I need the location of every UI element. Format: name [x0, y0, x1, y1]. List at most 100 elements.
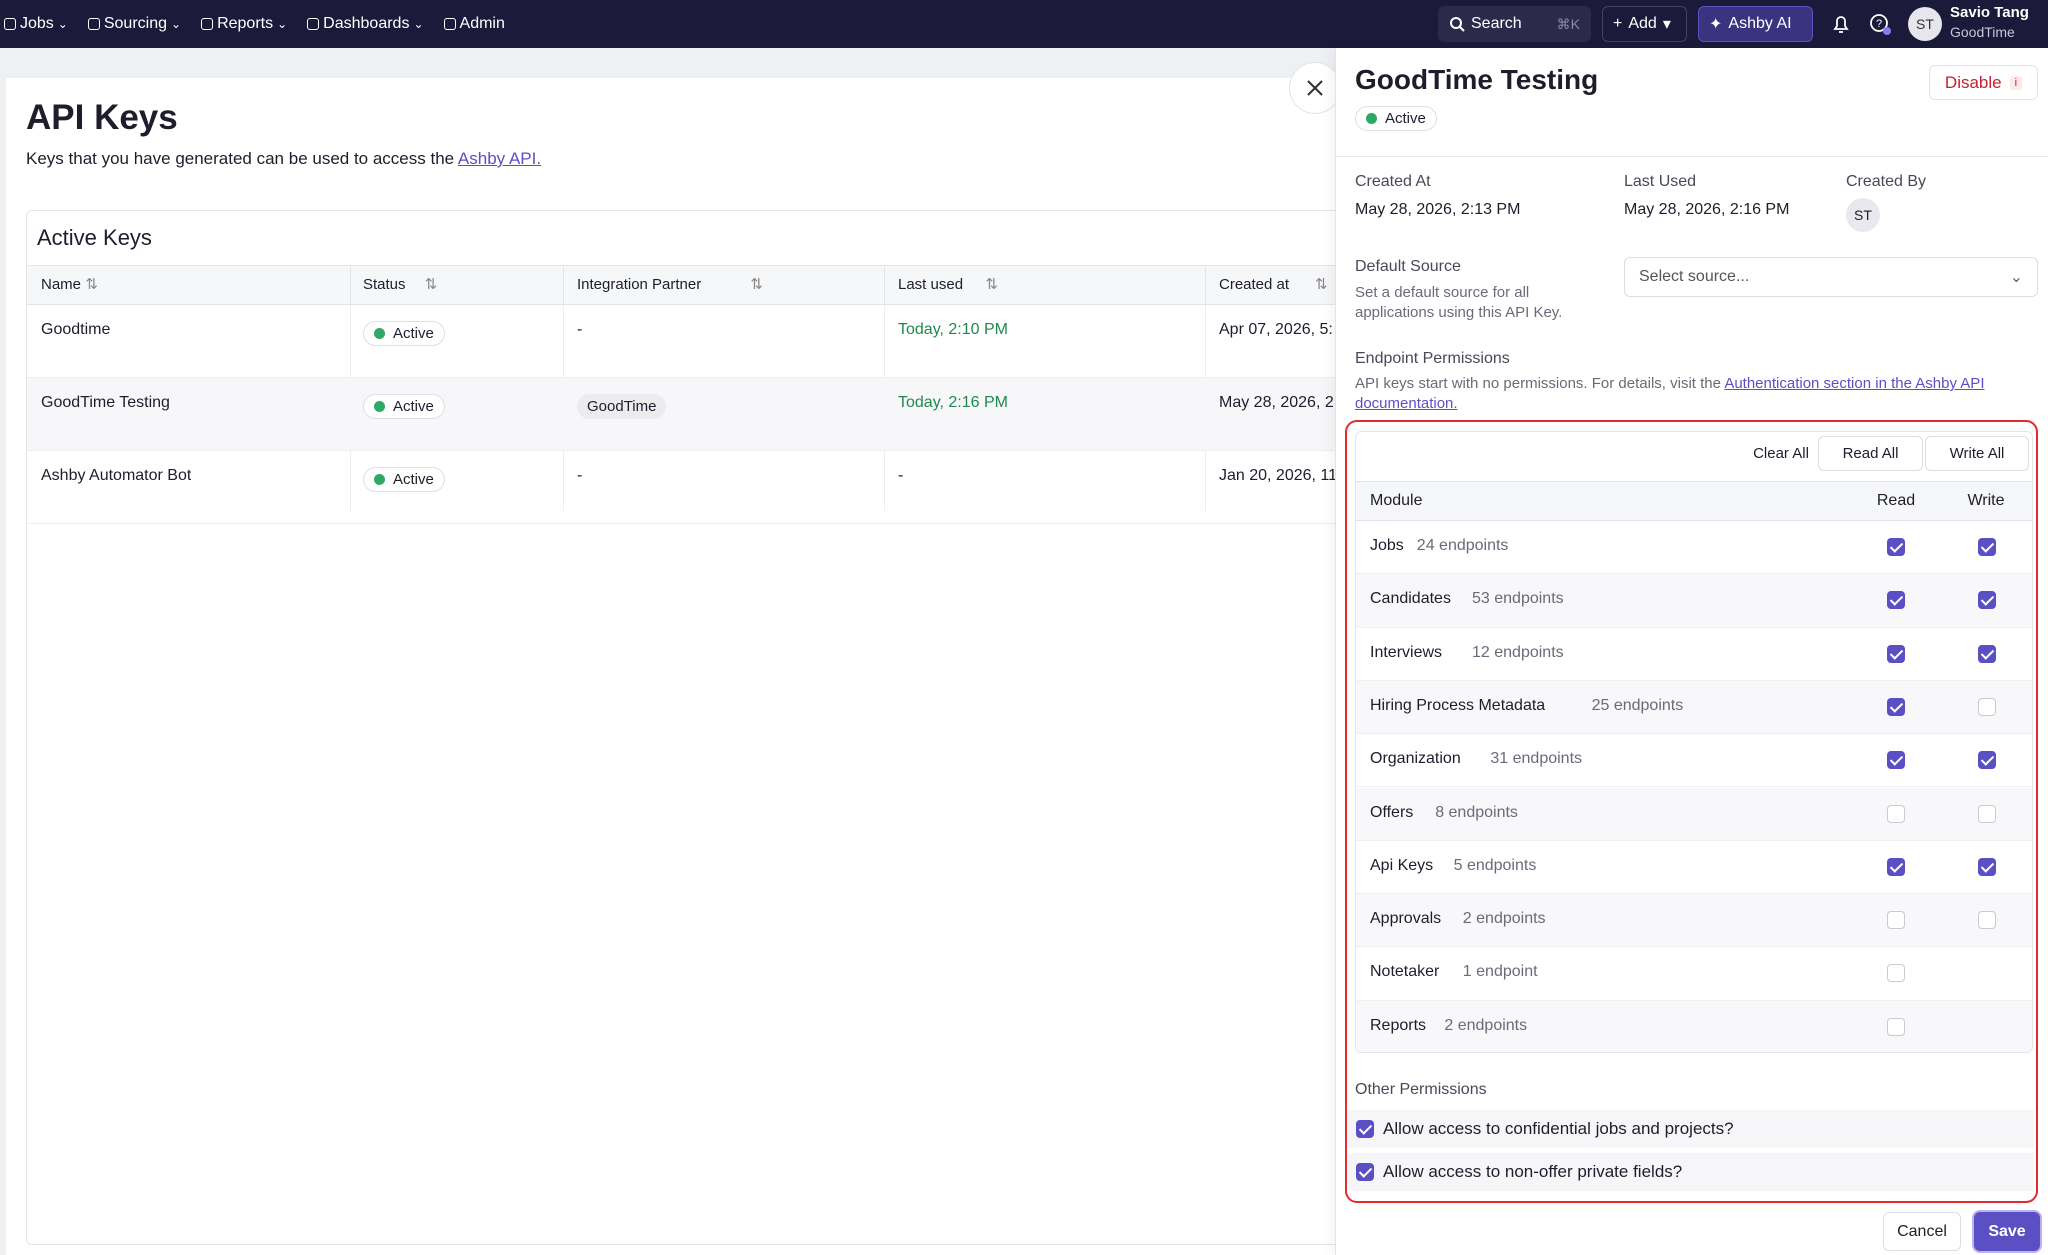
nav-item[interactable]: Admin: [443, 15, 505, 33]
column-header[interactable]: Created at: [1219, 276, 1290, 293]
nav-item[interactable]: Dashboards ⌄: [307, 15, 424, 33]
close-icon: [1307, 80, 1323, 96]
module-name: Interviews: [1370, 643, 1443, 661]
read-checkbox[interactable]: [1887, 1017, 1905, 1036]
module-name: Candidates: [1370, 590, 1451, 608]
column-header[interactable]: Integration Partner: [577, 276, 702, 293]
table-cell: May 28, 2026, 2: [1219, 394, 1334, 411]
read-all-button[interactable]: Read All: [1818, 436, 1923, 471]
read-checkbox[interactable]: [1887, 591, 1905, 610]
write-checkbox[interactable]: [1978, 644, 1996, 663]
write-checkbox[interactable]: [1978, 538, 1996, 556]
nav-item[interactable]: Jobs ⌄: [4, 15, 68, 33]
read-checkbox[interactable]: [1887, 911, 1905, 930]
read-checkbox[interactable]: [1887, 751, 1905, 770]
other-label: Allow access to confidential jobs and pr…: [1383, 1119, 1734, 1138]
nav-icon: [307, 18, 320, 30]
api-link[interactable]: Ashby API.: [457, 149, 542, 168]
write-checkbox[interactable]: [1978, 591, 1996, 610]
status-dot: [374, 328, 385, 339]
nav-label: Reports: [217, 15, 274, 32]
sort-icon[interactable]: ⇅: [1315, 276, 1328, 293]
other-checkbox[interactable]: [1356, 1120, 1374, 1138]
read-checkbox[interactable]: [1887, 964, 1905, 983]
search-shortcut: ⌘K: [1556, 15, 1580, 32]
source-select[interactable]: Select source... ⌄: [1624, 257, 2038, 297]
table-cell: Apr 07, 2026, 5:: [1219, 321, 1333, 338]
status-pill: Active: [363, 394, 445, 419]
table-row[interactable]: Goodtime Active - Today, 2:10 PM Apr 07, 202…: [27, 305, 1345, 378]
sort-icon[interactable]: ⇅: [750, 276, 763, 293]
column-divider: [884, 266, 885, 306]
write-checkbox[interactable]: [1978, 804, 1996, 823]
status-pill: Active: [363, 467, 445, 492]
table-cell: GoodTime Testing: [41, 394, 170, 411]
created-at-label: Created At: [1355, 173, 1431, 190]
perm-header: Module Read Write: [1356, 481, 2032, 521]
bell-icon[interactable]: [1830, 13, 1852, 35]
table-row[interactable]: Ashby Automator Bot Active - - Jan 20, 2026,…: [27, 451, 1345, 524]
module-endpoints: 25 endpoints: [1591, 696, 1684, 714]
user-name: Savio Tang: [1950, 4, 2029, 21]
module-row: Reports 2 endpoints: [1356, 1000, 2032, 1052]
user-avatar[interactable]: ST: [1908, 7, 1942, 41]
other-label: Allow access to non-offer private fields…: [1383, 1162, 1683, 1181]
table-cell: Goodtime: [41, 321, 111, 338]
module-name: Approvals: [1370, 910, 1442, 928]
table-body: Goodtime Active - Today, 2:10 PM Apr 07, 202…: [27, 305, 1345, 524]
status-label: Active: [393, 325, 434, 342]
module-endpoints: 53 endpoints: [1472, 590, 1564, 608]
clear-all-button[interactable]: Clear All: [1753, 445, 1809, 462]
search-icon: [1450, 17, 1465, 32]
write-checkbox[interactable]: [1978, 751, 1996, 770]
other-checkbox[interactable]: [1356, 1163, 1374, 1181]
nav-item[interactable]: Sourcing ⌄: [87, 15, 181, 33]
column-header[interactable]: Status: [363, 276, 406, 293]
cancel-button[interactable]: Cancel: [1883, 1212, 1961, 1251]
write-checkbox[interactable]: [1978, 857, 1996, 876]
endpoint-description-text: API keys start with no permissions. For …: [1355, 375, 1721, 392]
read-checkbox[interactable]: [1887, 804, 1905, 823]
status-label: Active: [393, 398, 434, 415]
sort-icon[interactable]: ⇅: [85, 276, 98, 293]
sort-icon[interactable]: ⇅: [985, 276, 998, 293]
read-checkbox[interactable]: [1887, 644, 1905, 663]
status-dot: [374, 474, 385, 485]
write-all-button[interactable]: Write All: [1925, 436, 2029, 471]
created-by-label: Created By: [1846, 173, 1927, 190]
auth-link[interactable]: Authentication section in the Ashby API …: [1355, 375, 1985, 412]
help-icon[interactable]: ?: [1868, 12, 1892, 36]
read-checkbox[interactable]: [1887, 857, 1905, 876]
other-permission-row: Allow access to non-offer private fields…: [1348, 1153, 2034, 1191]
nav-chevron: ⌄: [413, 17, 424, 31]
module-row: Interviews 12 endpoints: [1356, 627, 2032, 681]
save-button[interactable]: Save: [1974, 1212, 2040, 1251]
read-checkbox[interactable]: [1887, 538, 1905, 556]
write-checkbox[interactable]: [1978, 911, 1996, 930]
disable-button[interactable]: Disable i: [1929, 65, 2038, 100]
module-endpoints: 1 endpoint: [1462, 963, 1538, 981]
module-row: Offers 8 endpoints: [1356, 787, 2032, 841]
nav-item[interactable]: Reports ⌄: [201, 15, 287, 33]
read-checkbox[interactable]: [1887, 697, 1905, 716]
column-header[interactable]: Last used: [898, 276, 964, 293]
other-permissions-label: Other Permissions: [1355, 1081, 1487, 1098]
module-endpoints: 5 endpoints: [1453, 856, 1537, 874]
ai-button[interactable]: ✦ Ashby AI: [1698, 6, 1813, 42]
sort-icon[interactable]: ⇅: [424, 276, 438, 293]
close-button[interactable]: [1289, 62, 1341, 114]
module-row: Jobs 24 endpoints: [1356, 521, 2032, 575]
keys-card: Active Keys Name ⇅ Status ⇅ Integration Part…: [26, 210, 1346, 1245]
module-row: Notetaker 1 endpoint: [1356, 947, 2032, 1001]
nav-label: Jobs: [20, 15, 54, 32]
table-row[interactable]: GoodTime Testing Active GoodTime Today, 2:1…: [27, 378, 1345, 451]
column-header[interactable]: Name: [41, 276, 82, 293]
status-label: Active: [393, 471, 434, 488]
write-checkbox[interactable]: [1978, 697, 1996, 716]
other-permissions: Allow access to confidential jobs and pr…: [1348, 1110, 2034, 1200]
add-button[interactable]: + Add ▾: [1602, 6, 1687, 42]
module-name: Jobs: [1370, 537, 1404, 554]
search-box[interactable]: Search ⌘K: [1438, 6, 1591, 42]
